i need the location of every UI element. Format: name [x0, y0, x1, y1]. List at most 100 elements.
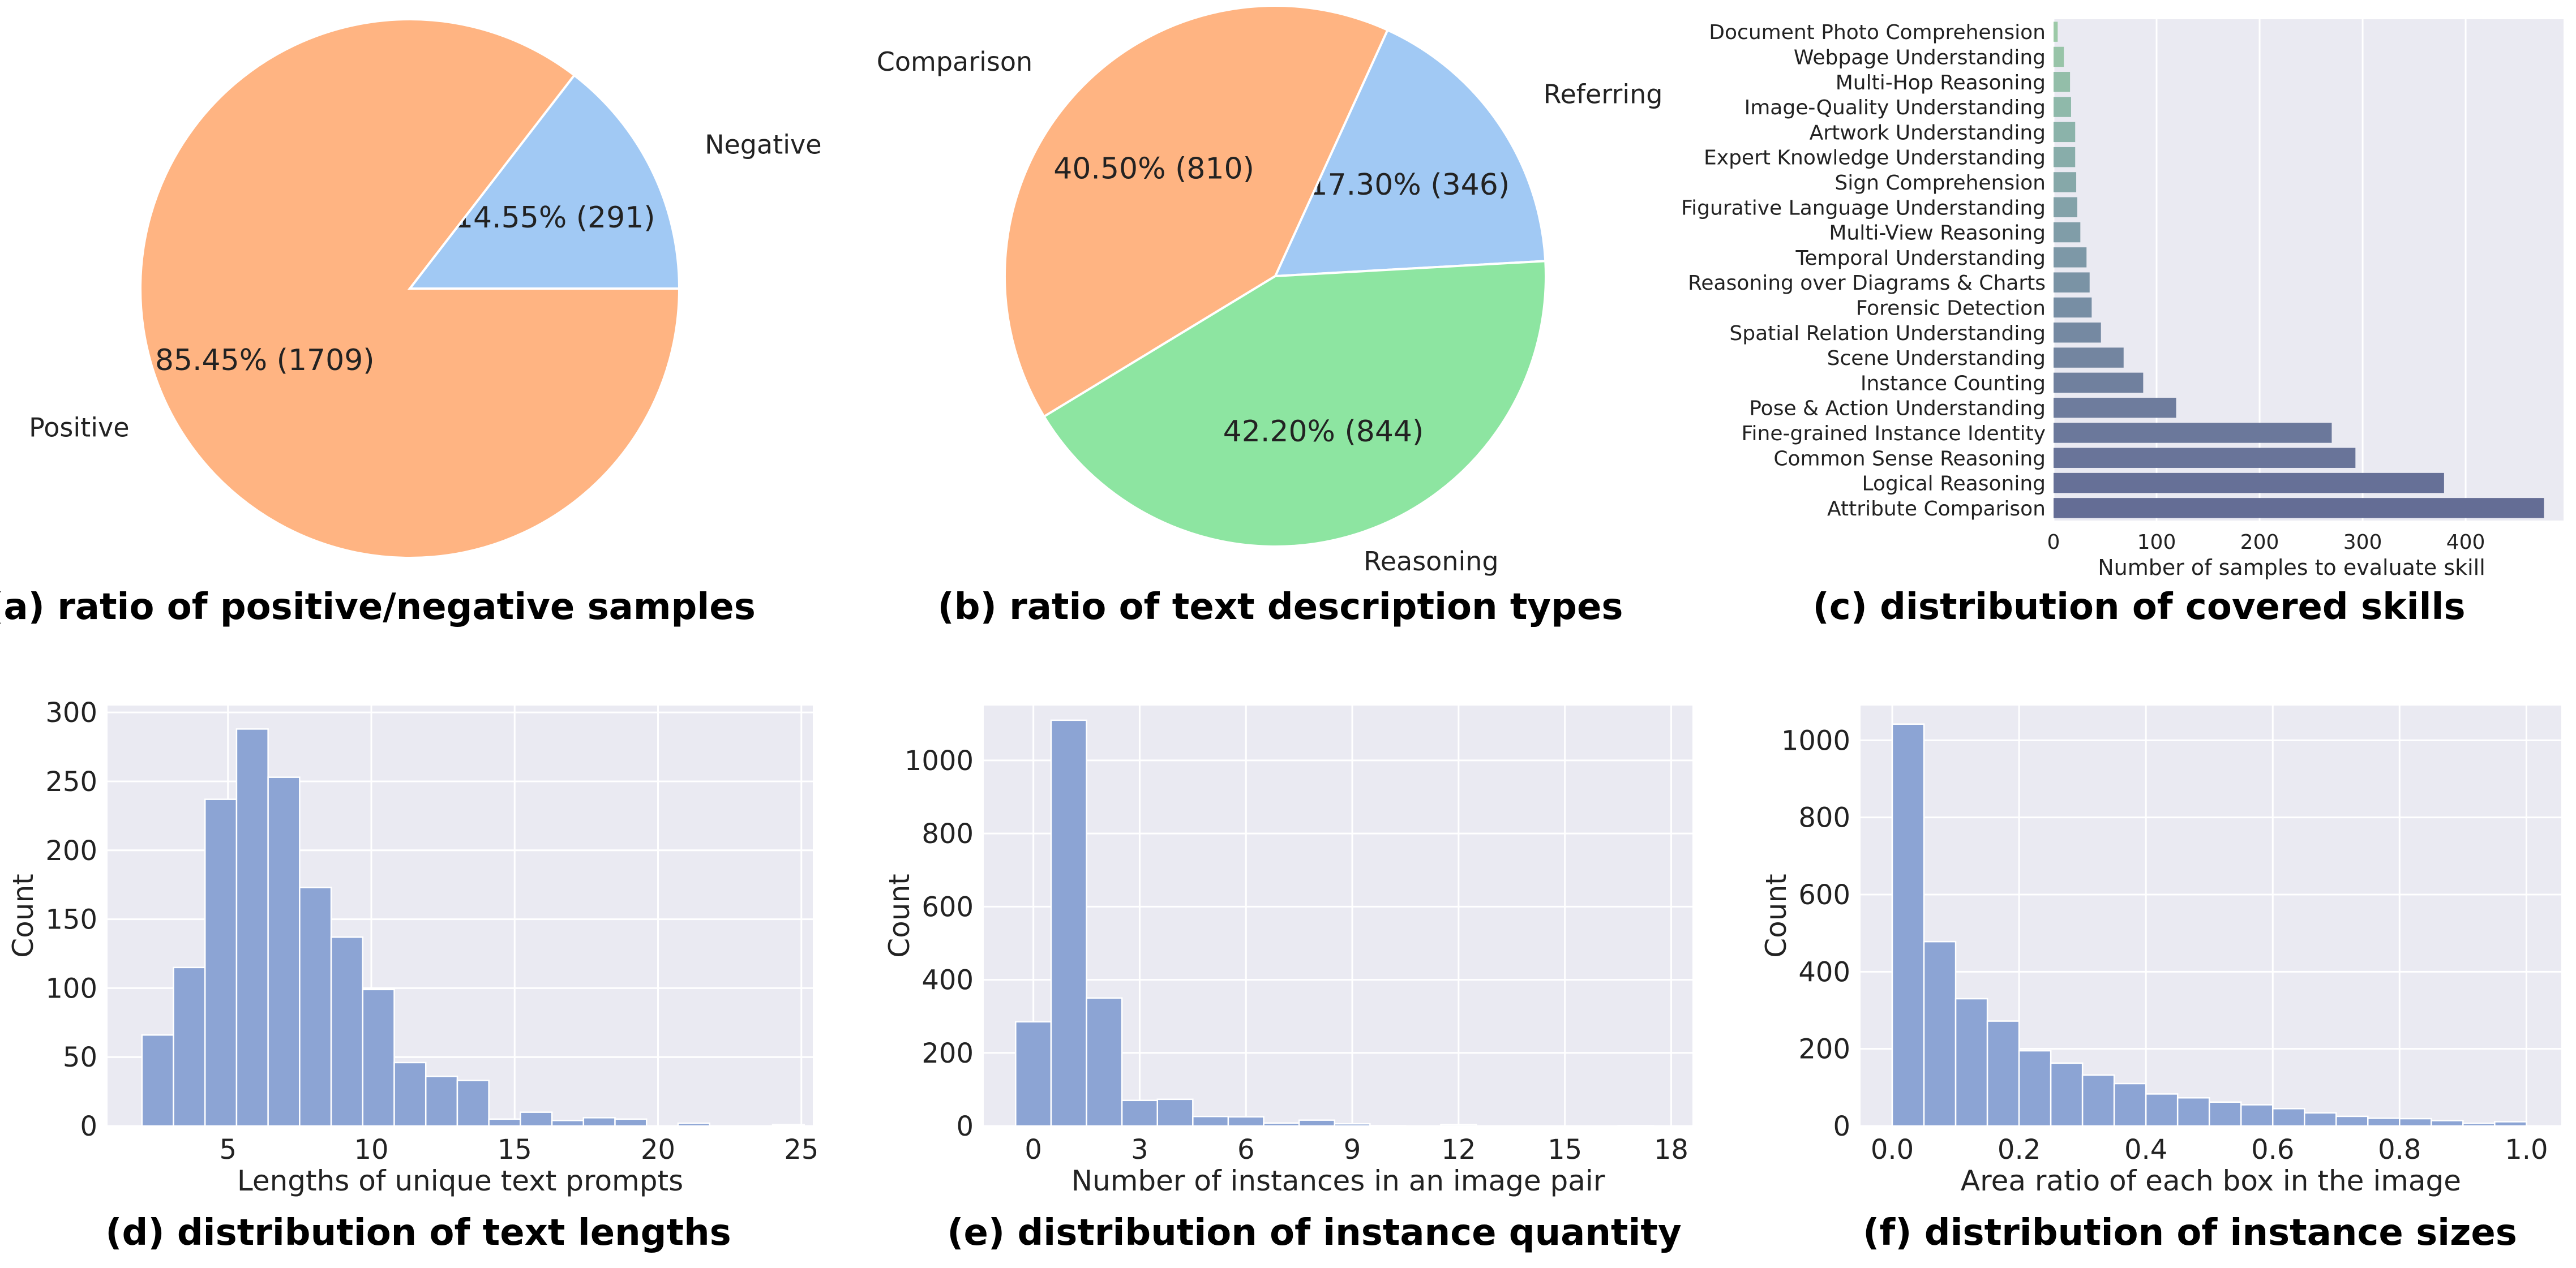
bar [2054, 272, 2090, 293]
x-tick-label: 300 [2343, 531, 2382, 554]
bar [2054, 372, 2144, 393]
histogram-bar [2113, 1082, 2147, 1127]
y-tick-label: Multi-Hop Reasoning [1836, 71, 2046, 94]
x-axis-label: Lengths of unique text prompts [237, 1164, 683, 1197]
bar [2054, 247, 2087, 268]
histogram-bar [2304, 1112, 2337, 1127]
bar [2054, 472, 2444, 493]
histogram-bar [1086, 997, 1123, 1127]
histogram-bar [1369, 1125, 1407, 1127]
x-tick-label: 12 [1441, 1134, 1476, 1166]
y-tick-label: 1000 [905, 745, 974, 777]
histogram-bar [330, 936, 364, 1127]
histogram-bar [2018, 1050, 2052, 1127]
bar [2054, 122, 2076, 143]
histogram-bar [235, 728, 269, 1127]
y-tick-label: 100 [45, 973, 97, 1004]
y-tick-label: Fine-grained Instance Identity [1741, 422, 2046, 445]
y-tick-label: Common Sense Reasoning [1773, 447, 2046, 470]
histogram-bar [2176, 1097, 2210, 1127]
y-tick-label: 50 [63, 1042, 97, 1073]
caption-b: (b) ratio of text description types [938, 586, 1623, 628]
histogram-bar [2208, 1101, 2242, 1127]
bar [2054, 22, 2058, 42]
histogram-bar [1891, 723, 1925, 1127]
bar [2054, 222, 2081, 243]
histogram-bar [2050, 1062, 2084, 1127]
x-tick-label: 400 [2446, 531, 2485, 554]
y-tick-label: 600 [921, 891, 974, 923]
bar [2054, 347, 2124, 368]
x-tick-label: 18 [1654, 1134, 1688, 1166]
pie-pct-label-negative: 14.55% (291) [455, 201, 655, 235]
pie-slice-referring [1273, 28, 1547, 278]
bar [2054, 397, 2176, 418]
caption-e: (e) distribution of instance quantity [947, 1212, 1681, 1254]
histogram-bar [1986, 1020, 2020, 1127]
x-axis-label: Number of samples to evaluate skill [2098, 555, 2485, 580]
histogram-bar [1192, 1115, 1229, 1127]
histogram-bar [2462, 1122, 2496, 1127]
y-axis-label: Count [883, 874, 916, 958]
caption-a: (a) ratio of positive/negative samples [0, 586, 756, 628]
y-tick-label: Artwork Understanding [1810, 121, 2046, 144]
bar [2054, 172, 2077, 192]
x-tick-label: 9 [1344, 1134, 1361, 1166]
pie-pct-label-reasoning: 42.20% (844) [1223, 415, 1424, 449]
histogram-bar [677, 1122, 710, 1127]
x-tick-label: 6 [1237, 1134, 1255, 1166]
x-tick-label: 3 [1131, 1134, 1148, 1166]
x-tick-label: 0.4 [2124, 1134, 2167, 1166]
bar [2054, 197, 2077, 217]
y-tick-label: Figurative Language Understanding [1681, 196, 2046, 220]
y-tick-label: Attribute Comparison [1827, 497, 2046, 521]
histogram-bar [2335, 1115, 2369, 1127]
histogram-bar [362, 988, 395, 1127]
x-tick-label: 5 [219, 1134, 237, 1166]
y-tick-label: 400 [1798, 956, 1850, 988]
caption-c: (c) distribution of covered skills [1812, 586, 2465, 628]
histogram-bar [1298, 1119, 1335, 1127]
x-tick-label: 20 [641, 1134, 675, 1166]
histogram-bar [456, 1080, 490, 1127]
y-axis-label: Count [7, 874, 40, 958]
histogram-bar [1121, 1099, 1158, 1127]
histogram-bar [1050, 719, 1087, 1127]
y-tick-label: 0 [80, 1111, 97, 1142]
histogram-bar [1334, 1123, 1371, 1127]
y-tick-label: 200 [45, 835, 97, 867]
histogram-d: 0 50 100 150 200 250 300 5 10 15 20 25 Lengths of un… [7, 697, 818, 1197]
pie-category-label-positive: Positive [29, 412, 129, 443]
x-tick-label: 0.8 [2378, 1134, 2421, 1166]
y-tick-label: 200 [921, 1038, 974, 1069]
histogram-bar [1227, 1116, 1265, 1127]
histogram-bar [2494, 1121, 2527, 1127]
x-tick-label: 0.6 [2251, 1134, 2294, 1166]
bar [2054, 147, 2076, 167]
y-tick-label: Pose & Action Understanding [1749, 397, 2046, 420]
bar [2054, 46, 2064, 67]
bar [2054, 423, 2332, 443]
bar-chart-c: 0 100 200 300 400 Document Photo Comprehensio… [1681, 19, 2564, 580]
y-tick-label: 250 [45, 766, 97, 798]
pie-slice-positive [139, 18, 681, 559]
x-tick-label: 0.2 [1998, 1134, 2041, 1166]
histogram-e: 0 200 400 600 800 1000 0 3 6 9 12 15 18 Number of ins… [883, 706, 1692, 1197]
bar [2054, 323, 2101, 343]
y-tick-label: Temporal Understanding [1795, 247, 2046, 270]
histogram-bar [1015, 1021, 1052, 1127]
pie-chart-a: 14.55% (291) Negative 85.45% (1709) Positiv… [29, 18, 822, 559]
y-tick-label: Sign Comprehension [1835, 171, 2046, 195]
bar [2054, 448, 2356, 468]
x-tick-label: 15 [1548, 1134, 1582, 1166]
histogram-bar [1156, 1098, 1194, 1127]
x-tick-label: 100 [2137, 531, 2176, 554]
y-axis-label: Count [1760, 874, 1793, 958]
histogram-bar [582, 1117, 616, 1127]
histogram-bar [2240, 1104, 2274, 1127]
y-tick-label: Instance Counting [1861, 372, 2046, 395]
pie-pct-label-positive: 85.45% (1709) [155, 343, 375, 377]
pie-category-label-referring: Referring [1544, 79, 1663, 109]
y-tick-label: Webpage Understanding [1794, 46, 2046, 69]
bar [2054, 72, 2071, 92]
